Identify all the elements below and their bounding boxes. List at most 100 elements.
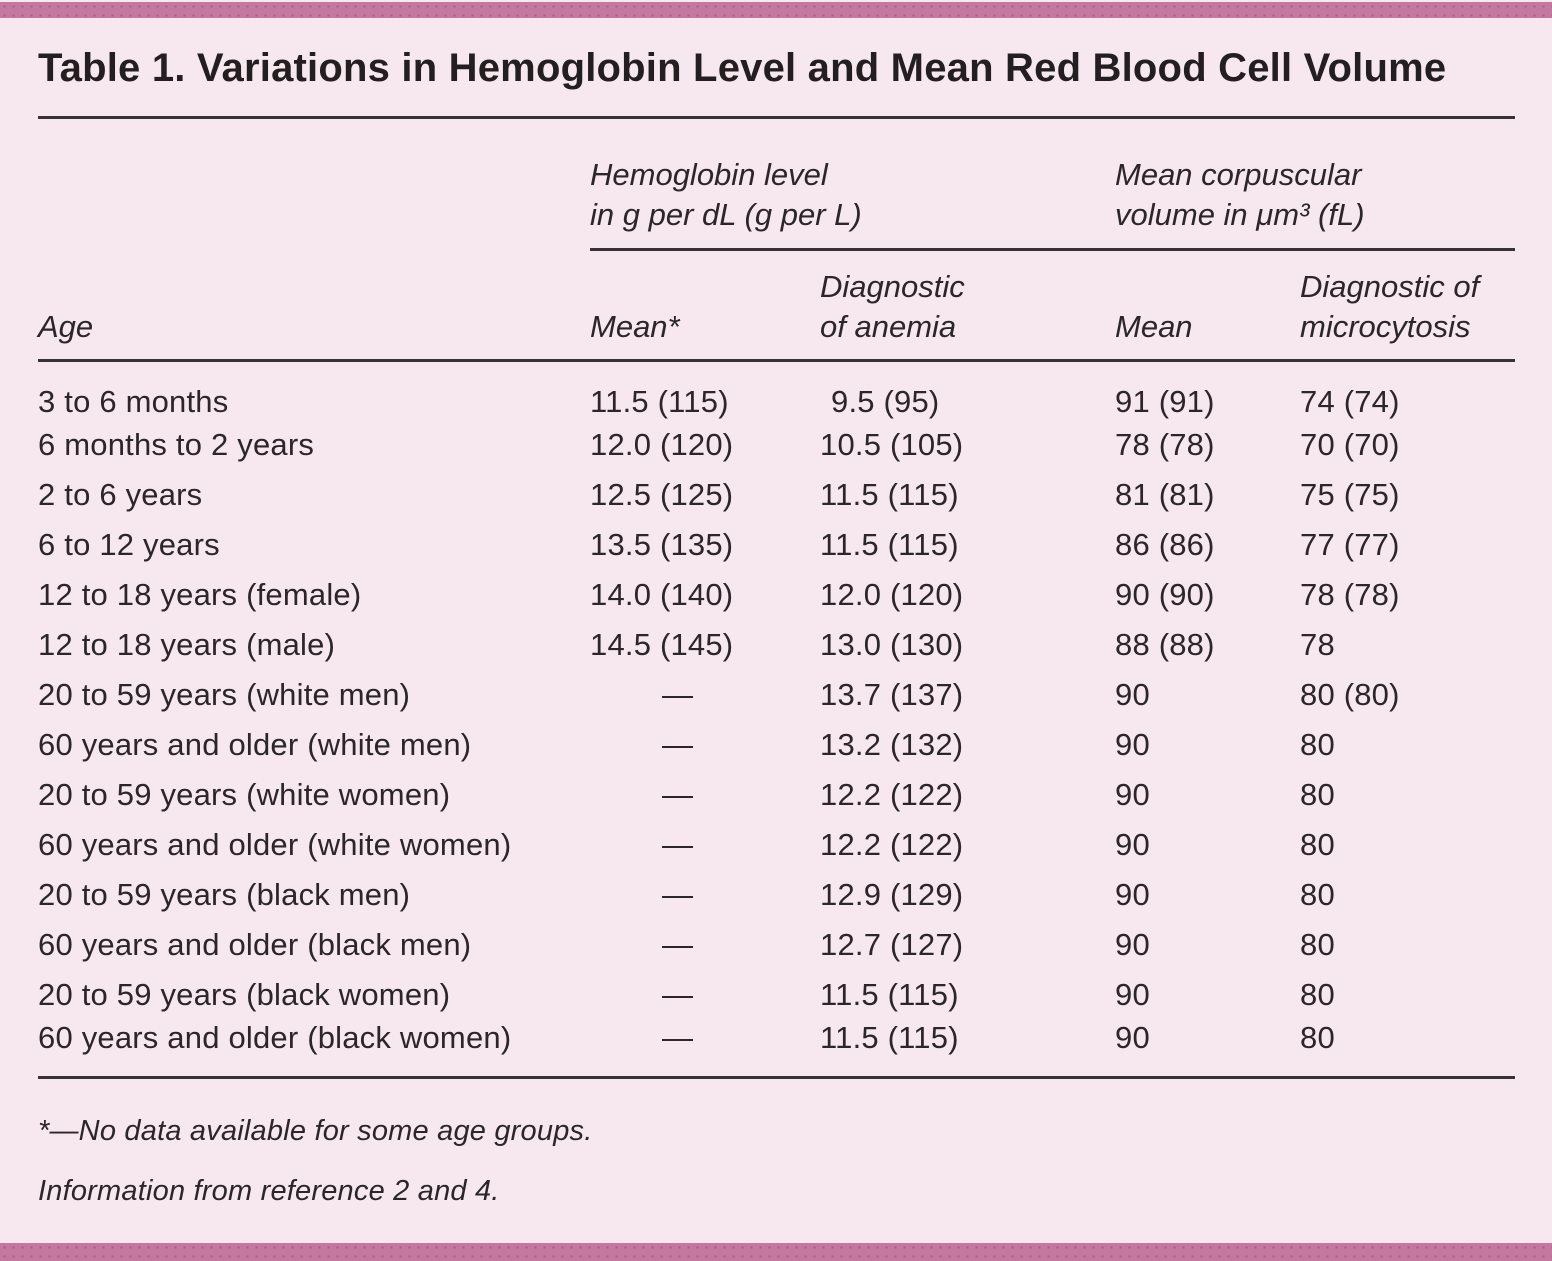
table-row: 60 years and older (white men) — 13.2 (1… [38,720,1515,770]
table-row: 20 to 59 years (black women) — 11.5 (115… [38,970,1515,1020]
age-cell: 6 months to 2 years [38,427,315,462]
age-cell: 6 to 12 years [38,527,220,562]
age-cell: 20 to 59 years (white men) [38,677,411,712]
top-accent-bar [0,2,1552,18]
column-group-mcv: Mean corpuscular volume in μm³ (fL) [1115,117,1515,251]
table-title: Table 1. Variations in Hemoglobin Level … [38,46,1447,90]
hb-diag-cell: 13.0 (130) [820,627,964,662]
hb-diag-cell: 13.2 (132) [820,727,964,762]
hb-diag-cell: 11.5 (115) [820,1020,959,1055]
footnote-source: Information from reference 2 and 4. [38,1175,500,1207]
table-row: 3 to 6 months 11.5 (115) 9.5 (95) 91 (91… [38,361,1515,421]
table-row: 60 years and older (black women) — 11.5 … [38,1020,1515,1078]
table-row: 20 to 59 years (white women) — 12.2 (122… [38,770,1515,820]
hb-diag-cell: 11.5 (115) [820,477,959,512]
column-header-hb-diagnostic: Diagnostic of anemia [820,249,1115,362]
hb-diag-cell: 12.2 (122) [820,827,964,862]
table-row: 12 to 18 years (male) 14.5 (145) 13.0 (1… [38,620,1515,670]
table-row: 12 to 18 years (female) 14.0 (140) 12.0 … [38,570,1515,620]
column-header-hb-mean: Mean* [590,249,820,362]
hb-diag-cell: 10.5 (105) [820,427,964,462]
mcv-diag-cell: 70 (70) [1300,427,1400,462]
hb-diag-cell: 12.0 (120) [820,577,964,612]
hb-mean-cell: 12.0 (120) [590,427,734,462]
table-row: 20 to 59 years (white men) — 13.7 (137) … [38,670,1515,720]
mcv-mean-cell: 90 [1115,677,1150,712]
hb-diag-cell: 11.5 (115) [820,977,959,1012]
column-group-hemoglobin: Hemoglobin level in g per dL (g per L) [590,117,1115,251]
hb-diag-cell: 12.9 (129) [820,877,964,912]
age-cell: 20 to 59 years (black women) [38,977,451,1012]
age-cell: 20 to 59 years (white women) [38,777,451,812]
table-content: Table 1. Variations in Hemoglobin Level … [38,0,1515,1209]
mcv-mean-cell: 90 [1115,727,1150,762]
hb-mean-cell: — [662,977,694,1012]
age-cell: 2 to 6 years [38,477,203,512]
mcv-mean-cell: 81 (81) [1115,477,1215,512]
mcv-mean-cell: 90 [1115,927,1150,962]
column-header-row: Age Mean* Diagnostic of anemia Mean Diag… [38,249,1515,362]
column-group-row: Hemoglobin level in g per dL (g per L) M… [38,117,1515,251]
hb-mean-cell: — [662,777,694,812]
mcv-diag-cell: 80 [1300,877,1335,912]
mcv-diag-cell: 78 [1300,627,1335,662]
hb-diag-cell: 12.7 (127) [820,927,964,962]
mcv-mean-cell: 86 (86) [1115,527,1215,562]
table-row: 60 years and older (black men) — 12.7 (1… [38,920,1515,970]
table-row: 60 years and older (white women) — 12.2 … [38,820,1515,870]
hb-diag-cell: 9.5 (95) [831,384,940,419]
age-cell: 60 years and older (white men) [38,727,472,762]
hb-mean-cell: 14.5 (145) [590,627,734,662]
hb-diag-cell: 12.2 (122) [820,777,964,812]
hb-mean-cell: 13.5 (135) [590,527,734,562]
column-header-mcv-diagnostic: Diagnostic of microcytosis [1300,249,1515,362]
hb-diag-cell: 13.7 (137) [820,677,964,712]
hb-mean-cell: — [662,1020,694,1055]
table-row: 6 months to 2 years 12.0 (120) 10.5 (105… [38,420,1515,470]
mcv-diag-cell: 75 (75) [1300,477,1400,512]
mcv-diag-cell: 80 [1300,1020,1335,1055]
hb-mean-cell: 11.5 (115) [590,384,729,419]
mcv-diag-cell: 80 [1300,927,1335,962]
mcv-mean-cell: 78 (78) [1115,427,1215,462]
hb-mean-cell: 14.0 (140) [590,577,734,612]
mcv-diag-cell: 77 (77) [1300,527,1400,562]
hb-mean-cell: — [662,927,694,962]
mcv-diag-cell: 78 (78) [1300,577,1400,612]
hb-mean-cell: 12.5 (125) [590,477,734,512]
age-cell: 60 years and older (black men) [38,927,472,962]
mcv-mean-cell: 91 (91) [1115,384,1215,419]
column-group-spacer [38,118,590,250]
hb-diag-cell: 11.5 (115) [820,527,959,562]
bottom-accent-bar [0,1243,1552,1261]
mcv-mean-cell: 90 [1115,977,1150,1012]
column-header-age: Age [38,249,590,362]
hb-mean-cell: — [662,677,694,712]
age-cell: 12 to 18 years (male) [38,627,336,662]
mcv-mean-cell: 90 [1115,1020,1150,1055]
hb-mean-cell: — [662,827,694,862]
mcv-mean-cell: 90 [1115,777,1150,812]
age-cell: 12 to 18 years (female) [38,577,362,612]
mcv-diag-cell: 80 [1300,827,1335,862]
age-cell: 3 to 6 months [38,384,229,419]
mcv-diag-cell: 80 [1300,977,1335,1012]
age-cell: 20 to 59 years (black men) [38,877,411,912]
mcv-mean-cell: 88 (88) [1115,627,1215,662]
mcv-diag-cell: 80 [1300,727,1335,762]
mcv-mean-cell: 90 [1115,827,1150,862]
table-row: 6 to 12 years 13.5 (135) 11.5 (115) 86 (… [38,520,1515,570]
age-cell: 60 years and older (white women) [38,827,512,862]
data-table: Hemoglobin level in g per dL (g per L) M… [38,116,1515,1079]
mcv-mean-cell: 90 [1115,877,1150,912]
table-row: 2 to 6 years 12.5 (125) 11.5 (115) 81 (8… [38,470,1515,520]
age-cell: 60 years and older (black women) [38,1020,512,1055]
mcv-diag-cell: 80 [1300,777,1335,812]
hb-mean-cell: — [662,727,694,762]
hb-mean-cell: — [662,877,694,912]
mcv-mean-cell: 90 (90) [1115,577,1215,612]
table-row: 20 to 59 years (black men) — 12.9 (129) … [38,870,1515,920]
column-header-mcv-mean: Mean [1115,249,1300,362]
mcv-diag-cell: 74 (74) [1300,384,1400,419]
